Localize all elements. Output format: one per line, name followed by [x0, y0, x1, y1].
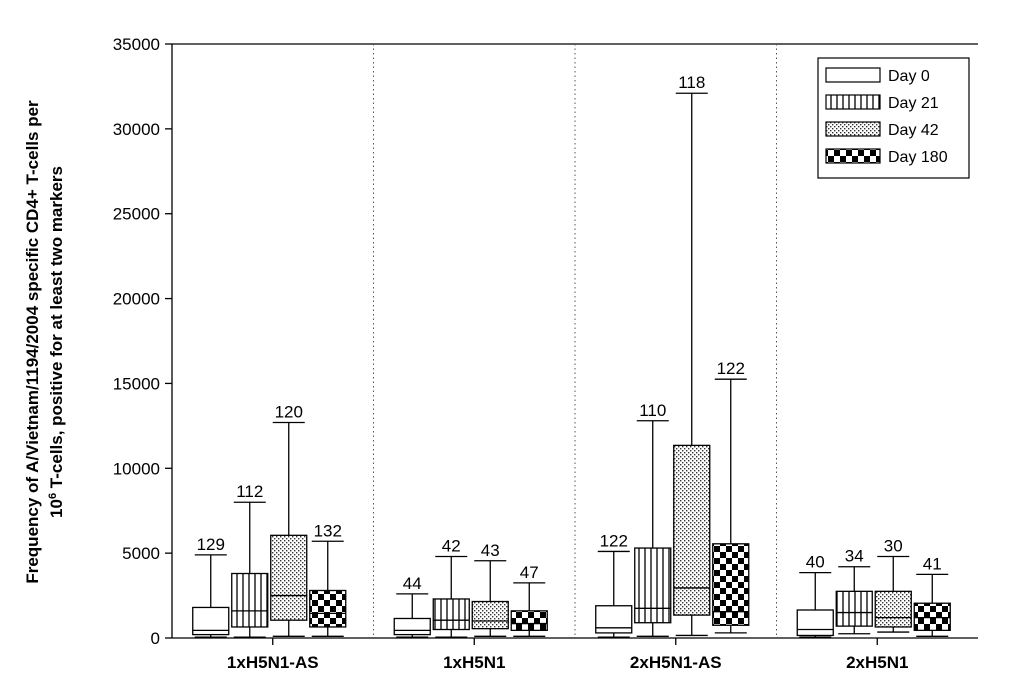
group-dividers	[373, 44, 777, 638]
sample-count-label: 118	[678, 73, 705, 92]
box-2xH5N1-day-180: 41	[913, 554, 951, 637]
box-iqr	[835, 590, 873, 627]
box-1xH5N1-day-42: 43	[471, 541, 509, 637]
box-2xH5N1-AS-day-42: 118	[673, 73, 711, 637]
y-axis-title-line2-base: 10	[47, 499, 66, 518]
category-label: 2xH5N1	[846, 653, 908, 672]
sample-count-label: 44	[403, 574, 422, 593]
box-1xH5N1-AS-day-180: 132	[309, 521, 347, 637]
box-1xH5N1-AS-day-42: 120	[270, 402, 308, 637]
y-tick-label: 15000	[113, 374, 160, 393]
box-1xH5N1-day-180: 47	[510, 563, 548, 637]
box-iqr	[270, 534, 308, 621]
y-axis-title-line2-rest: T-cells, positive for at least two marke…	[47, 166, 66, 493]
box-iqr	[393, 617, 431, 636]
box-2xH5N1-day-21: 34	[835, 547, 873, 635]
sample-count-label: 40	[806, 553, 825, 572]
legend-label: Day 180	[888, 149, 948, 166]
y-tick-label: 5000	[122, 544, 160, 563]
y-tick-label: 10000	[113, 459, 160, 478]
legend: Day 0 Day 21 Day 42 Day 180	[817, 57, 970, 179]
sample-count-label: 112	[236, 482, 263, 501]
sample-count-label: 129	[197, 535, 225, 554]
box-iqr	[874, 590, 912, 628]
box-1xH5N1-day-0: 44	[393, 574, 431, 638]
box-iqr	[796, 609, 834, 637]
legend-label: Day 42	[888, 122, 939, 139]
y-axis-title-line1: Frequency of A/Vietnam/1194/2004 specifi…	[23, 100, 42, 584]
box-1xH5N1-AS-day-0: 129	[192, 535, 230, 638]
box-iqr	[634, 547, 672, 624]
sample-count-label: 122	[717, 359, 745, 378]
legend-swatch	[825, 121, 881, 137]
box-iqr	[595, 605, 633, 634]
box-iqr	[510, 610, 548, 632]
category-label: 1xH5N1	[443, 653, 505, 672]
sample-count-label: 42	[442, 537, 461, 556]
legend-swatch	[825, 94, 881, 110]
box-1xH5N1-AS-day-21: 112	[231, 482, 269, 638]
y-axis-ticks: 0 5000 10000 15000 20000 25000 30000 35000	[113, 35, 172, 648]
box-iqr	[913, 602, 951, 632]
sample-count-label: 34	[845, 547, 864, 566]
box-iqr	[712, 543, 750, 626]
box-2xH5N1-day-42: 30	[874, 537, 912, 633]
y-tick-label: 20000	[113, 290, 160, 309]
sample-count-label: 120	[275, 402, 303, 421]
box-2xH5N1-AS-day-180: 122	[712, 359, 750, 634]
category-label: 1xH5N1-AS	[227, 653, 319, 672]
y-tick-label: 30000	[113, 120, 160, 139]
legend-swatch	[825, 67, 881, 83]
box-iqr	[432, 598, 470, 631]
sample-count-label: 41	[923, 554, 942, 573]
box-series: 129 112 120 132 44 42 43 47 122 110 118 122 40 34 30 41	[192, 73, 951, 638]
box-iqr	[471, 600, 509, 630]
y-axis-title-line2: 106 T-cells, positive for at least two m…	[47, 166, 66, 518]
sample-count-label: 30	[884, 537, 903, 556]
y-tick-label: 0	[151, 629, 160, 648]
sample-count-label: 110	[639, 401, 666, 420]
legend-swatch	[825, 148, 881, 164]
y-tick-label: 25000	[113, 205, 160, 224]
sample-count-label: 132	[314, 521, 342, 540]
box-iqr	[231, 572, 269, 628]
box-2xH5N1-day-0: 40	[796, 553, 834, 638]
sample-count-label: 43	[481, 541, 500, 560]
box-iqr	[673, 444, 711, 616]
box-2xH5N1-AS-day-21: 110	[634, 401, 672, 637]
x-axis-categories: 1xH5N1-AS 1xH5N1 2xH5N1-AS 2xH5N1	[227, 638, 908, 672]
box-1xH5N1-day-21: 42	[432, 537, 470, 638]
category-label: 2xH5N1-AS	[630, 653, 722, 672]
sample-count-label: 122	[600, 531, 628, 550]
box-iqr	[309, 589, 347, 628]
legend-label: Day 21	[888, 95, 939, 112]
box-2xH5N1-AS-day-0: 122	[595, 531, 633, 638]
y-axis-title-line2-sup: 6	[47, 493, 59, 499]
sample-count-label: 47	[520, 563, 539, 582]
y-tick-label: 35000	[113, 35, 160, 54]
legend-label: Day 0	[888, 68, 930, 85]
